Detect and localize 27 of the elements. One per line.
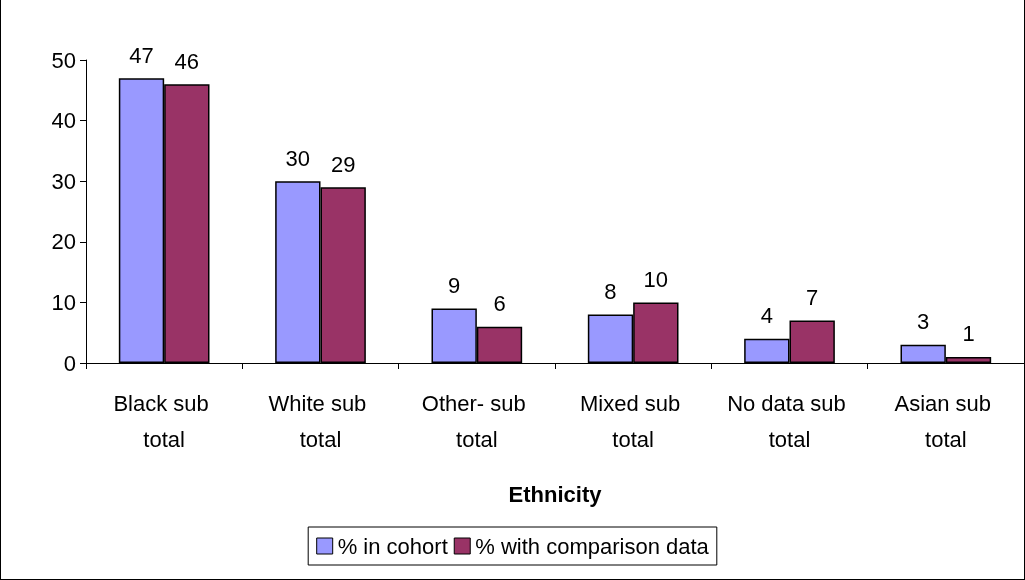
x-tick-label: Black sub total	[113, 390, 215, 452]
data-label: 46	[174, 48, 200, 74]
legend-label: % in cohort	[337, 533, 448, 559]
y-tick-label: 10	[51, 289, 76, 315]
y-tick-label: 0	[63, 350, 76, 376]
y-tick-label: 20	[51, 229, 76, 255]
data-label: 29	[330, 151, 356, 177]
data-label: 7	[806, 285, 819, 311]
x-tick-label: Mixed sub total	[579, 390, 687, 452]
data-label: 8	[604, 279, 617, 305]
legend-label: % with comparison data	[475, 533, 710, 559]
data-label: 3	[917, 309, 930, 335]
data-label: 6	[493, 291, 506, 317]
y-tick-label: 50	[51, 47, 76, 73]
x-tick-label: White sub total	[268, 390, 373, 452]
x-tick-label: Other- sub total	[421, 390, 532, 452]
x-axis-title: Ethnicity	[508, 481, 603, 507]
data-label: 9	[448, 272, 461, 298]
data-label: 47	[129, 42, 154, 68]
y-tick-label: 30	[51, 168, 76, 194]
data-label: 10	[643, 266, 669, 292]
data-label: 4	[760, 303, 773, 329]
x-tick-label: No data sub total	[727, 390, 852, 452]
x-tick-label: Asian sub total	[894, 390, 998, 452]
data-label: 30	[285, 145, 311, 171]
y-tick-label: 40	[51, 108, 76, 134]
data-label: 1	[962, 321, 975, 347]
